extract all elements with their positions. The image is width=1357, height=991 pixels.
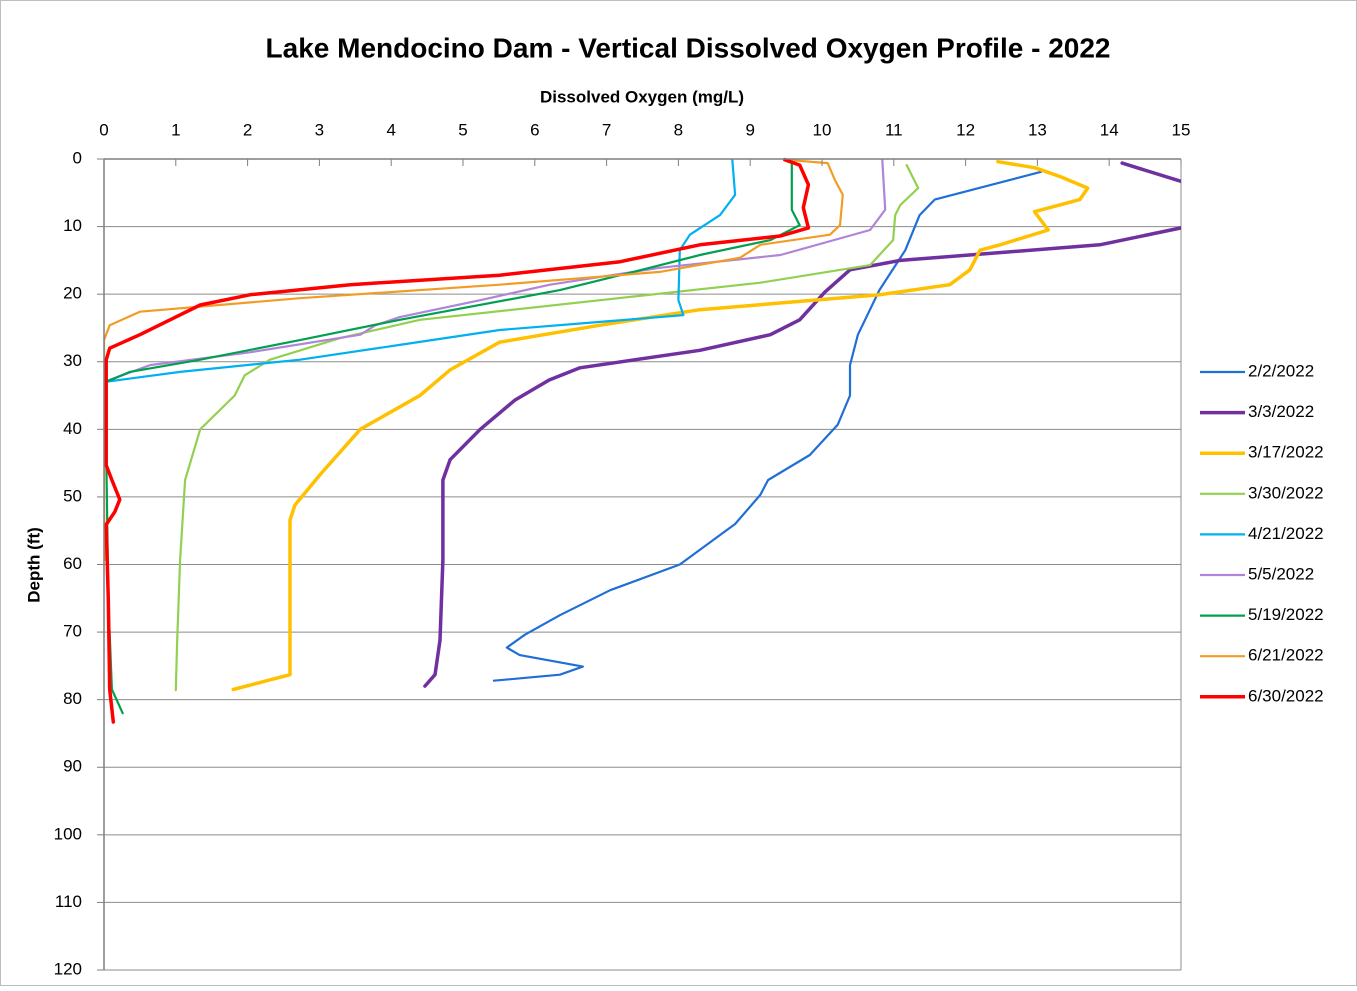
y-tick-label: 110	[55, 892, 82, 911]
x-tick-label: 10	[813, 120, 832, 139]
legend-label: 5/5/2022	[1248, 564, 1314, 583]
x-tick-label: 5	[458, 120, 467, 139]
y-tick-label: 90	[63, 757, 82, 776]
legend-label: 2/2/2022	[1248, 361, 1314, 380]
x-tick-label: 15	[1172, 120, 1191, 139]
series-line	[104, 158, 887, 384]
legend-label: 6/30/2022	[1248, 686, 1324, 705]
y-axis-title: Depth (ft)	[24, 527, 43, 603]
y-tick-label: 70	[63, 622, 82, 641]
x-tick-label: 11	[885, 120, 903, 139]
x-tick-label: 7	[602, 120, 611, 139]
plot-area	[104, 157, 1181, 971]
y-tick-label: 10	[63, 216, 82, 235]
series-line	[104, 157, 811, 724]
series-line	[104, 158, 844, 561]
y-tick-label: 50	[63, 486, 82, 505]
legend-label: 6/21/2022	[1248, 646, 1324, 665]
x-tick-label: 4	[386, 120, 395, 139]
x-tick-label: 14	[1100, 120, 1119, 139]
chart-title: Lake Mendocino Dam - Vertical Dissolved …	[266, 32, 1111, 63]
y-tick-label: 20	[63, 284, 82, 303]
legend: 2/2/2022 3/3/2022 3/17/2022 3/30/2022 4/21/2…	[1200, 361, 1324, 705]
y-tick-label: 30	[63, 351, 82, 370]
x-tick-label: 2	[243, 120, 252, 139]
y-tick-label: 80	[63, 689, 82, 708]
legend-label: 3/30/2022	[1248, 483, 1324, 502]
y-tick-label: 60	[63, 554, 82, 573]
legend-label: 3/17/2022	[1248, 443, 1324, 462]
x-tick-label: 3	[315, 120, 324, 139]
y-tick-label: 120	[54, 959, 82, 978]
y-tick-label: 40	[63, 419, 82, 438]
x-tick-label: 0	[99, 120, 108, 139]
x-tick-label: 13	[1028, 120, 1047, 139]
x-tick-label: 6	[530, 120, 539, 139]
series-line	[104, 158, 737, 384]
x-tick-label: 12	[956, 120, 975, 139]
x-tick-label: 9	[745, 120, 754, 139]
series-line	[492, 170, 1043, 682]
y-tick-label: 0	[73, 148, 82, 167]
legend-label: 5/19/2022	[1248, 605, 1324, 624]
series-line	[174, 164, 920, 692]
x-axis-title: Dissolved Oxygen (mg/L)	[540, 87, 744, 106]
series-line	[231, 159, 1090, 692]
x-tick-label: 1	[171, 120, 180, 139]
series-line	[423, 161, 1181, 688]
x-tick-label: 8	[674, 120, 683, 139]
y-tick-label: 100	[54, 824, 82, 843]
legend-label: 3/3/2022	[1248, 402, 1314, 421]
legend-label: 4/21/2022	[1248, 524, 1324, 543]
